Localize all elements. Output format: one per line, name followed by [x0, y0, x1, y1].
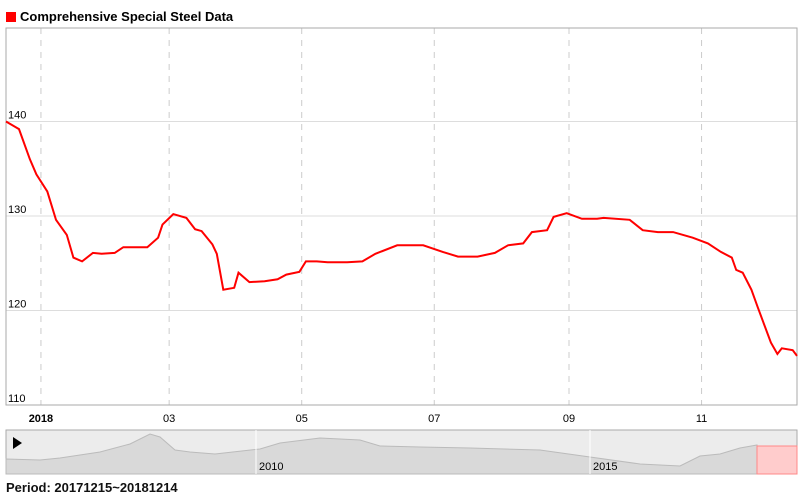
- navigator-selection[interactable]: [756, 445, 798, 475]
- x-tick-label: 2018: [29, 413, 53, 425]
- x-tick-label: 03: [163, 413, 175, 425]
- y-tick-label: 140: [8, 110, 26, 122]
- period-label: Period: 20171215~20181214: [6, 480, 178, 495]
- navigator-area: [5, 433, 758, 475]
- chart-title: Comprehensive Special Steel Data: [6, 9, 233, 24]
- navigator[interactable]: 2010 2015: [5, 429, 798, 475]
- play-icon[interactable]: [13, 437, 22, 449]
- navigator-label: 2010: [259, 461, 283, 473]
- y-tick-label: 110: [8, 393, 26, 405]
- x-tick-label: 09: [563, 413, 575, 425]
- y-tick-label: 130: [8, 204, 26, 216]
- line-chart: 110 120 130 140 2018 03 05 07 09 11 2010 2015: [5, 27, 798, 475]
- y-tick-label: 120: [8, 299, 26, 311]
- legend-square-icon: [6, 11, 16, 22]
- navigator-label: 2015: [593, 461, 617, 473]
- x-tick-label: 07: [428, 413, 440, 425]
- series-line: [5, 120, 798, 357]
- x-tick-label: 11: [696, 413, 707, 425]
- plot-frame: [5, 27, 798, 406]
- x-tick-label: 05: [296, 413, 308, 425]
